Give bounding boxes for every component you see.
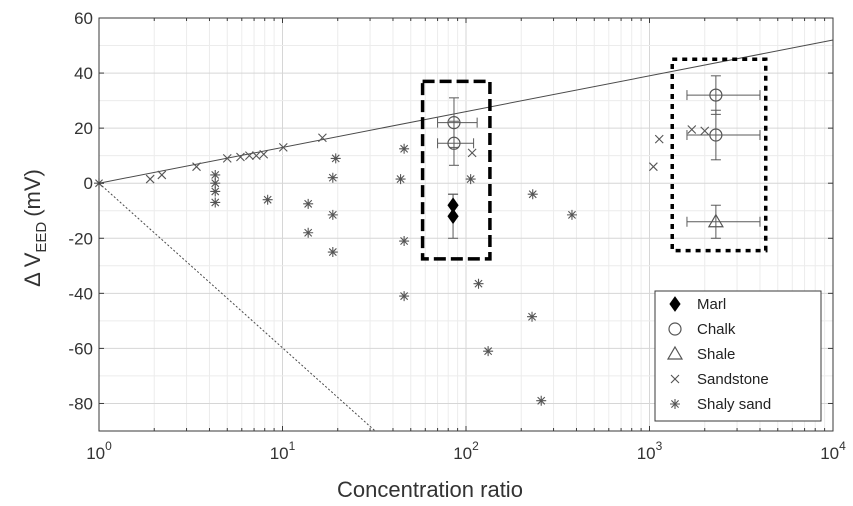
highlight-box-dashed — [420, 79, 492, 261]
y-axis-label-main: Δ V — [20, 252, 45, 287]
point-sandstone — [278, 143, 288, 152]
highlight-boxes — [420, 57, 768, 261]
point-shaly-sand — [303, 198, 314, 209]
highlight-box-dotted — [670, 57, 768, 253]
reference-line-dotted — [98, 182, 376, 432]
point-sandstone — [654, 134, 664, 144]
point-shaly-sand — [210, 169, 221, 180]
x-tick-exponent: 4 — [839, 439, 846, 453]
x-tick-exponent: 2 — [472, 439, 479, 453]
point-shaly-sand — [465, 174, 476, 185]
point-shaly-sand — [483, 346, 494, 357]
legend-label-marl: Marl — [697, 296, 726, 313]
reference-line-solid — [98, 39, 834, 184]
legend-marker-marl — [669, 296, 681, 312]
legend-label-sandstone: Sandstone — [697, 371, 769, 388]
point-shaly-sand — [399, 236, 410, 247]
point-sandstone — [157, 170, 167, 180]
y-tick-label: -60 — [68, 339, 93, 358]
x-tick-base: 10 — [453, 444, 472, 463]
x-tick-label: 100 — [86, 439, 112, 463]
x-tick-label: 101 — [270, 439, 296, 463]
x-tick-exponent: 0 — [105, 439, 112, 453]
point-chalk — [709, 128, 723, 142]
x-tick-base: 10 — [820, 444, 839, 463]
point-sandstone — [259, 149, 269, 159]
y-axis-label-subscript: EED — [33, 222, 50, 253]
y-axis-ticks: 60 40 20 0 -20 -40 -60 -80 — [68, 9, 833, 413]
y-tick-label: -80 — [68, 394, 93, 413]
legend-label-shaly-sand: Shaly sand — [697, 396, 771, 413]
x-tick-base: 10 — [86, 444, 105, 463]
y-axis-label: Δ VEED (mV) — [20, 169, 50, 287]
error-bars — [437, 75, 761, 239]
point-shaly-sand — [262, 194, 273, 205]
point-marl — [447, 208, 459, 225]
point-sandstone — [244, 151, 254, 161]
x-axis-ticks: 100 101 102 103 104 — [86, 18, 846, 463]
point-chalk — [447, 116, 461, 130]
point-shale — [707, 213, 724, 228]
x-tick-base: 10 — [270, 444, 289, 463]
y-axis-label-unit: (mV) — [20, 169, 45, 217]
legend-marker-shale — [666, 345, 684, 360]
legend-label-shale: Shale — [697, 346, 735, 363]
point-shaly-sand — [399, 291, 410, 302]
point-shaly-sand — [210, 178, 221, 189]
x-tick-base: 10 — [637, 444, 656, 463]
y-tick-label: 40 — [74, 64, 93, 83]
point-sandstone — [222, 154, 232, 163]
point-sandstone — [467, 148, 477, 158]
point-shaly-sand — [327, 172, 338, 183]
reference-lines — [98, 39, 834, 432]
point-shaly-sand — [395, 174, 406, 185]
point-shaly-sand — [330, 153, 341, 164]
point-shaly-sand — [527, 311, 538, 322]
y-tick-label: 0 — [84, 174, 93, 193]
point-sandstone — [648, 162, 658, 172]
point-sandstone — [192, 162, 201, 172]
legend-label-chalk: Chalk — [697, 321, 736, 338]
x-tick-exponent: 1 — [289, 439, 296, 453]
x-tick-exponent: 3 — [656, 439, 663, 453]
legend-marker-chalk — [668, 322, 682, 336]
x-tick-label: 104 — [820, 439, 846, 463]
point-shaly-sand — [303, 227, 314, 238]
point-sandstone — [251, 151, 261, 161]
point-sandstone — [145, 174, 155, 184]
point-shaly-sand — [473, 278, 484, 289]
x-tick-label: 102 — [453, 439, 479, 463]
point-sandstone — [236, 152, 245, 162]
point-sandstone — [700, 126, 710, 136]
point-chalk — [447, 136, 461, 150]
data-points — [94, 88, 724, 406]
x-tick-label: 103 — [637, 439, 663, 463]
point-sandstone — [687, 125, 697, 134]
point-chalk — [709, 88, 723, 102]
point-shaly-sand — [327, 247, 338, 258]
legend-marker-sandstone — [670, 374, 680, 384]
legend: Marl Chalk Shale Sandstone Shaly sand — [654, 290, 822, 422]
point-shaly-sand — [399, 143, 410, 154]
point-shaly-sand — [536, 395, 547, 406]
legend-box — [654, 290, 822, 422]
point-shaly-sand — [566, 209, 577, 220]
point-sandstone — [318, 133, 327, 143]
y-tick-label: -20 — [68, 229, 93, 248]
point-shaly-sand — [210, 186, 221, 197]
x-axis-label: Concentration ratio — [337, 477, 523, 502]
point-shaly-sand — [210, 197, 221, 208]
legend-marker-shaly-sand — [670, 399, 680, 409]
point-shaly-sand — [327, 209, 338, 220]
y-tick-label: 20 — [74, 119, 93, 138]
y-tick-label: 60 — [74, 9, 93, 28]
point-shaly-sand — [527, 189, 538, 200]
y-tick-label: -40 — [68, 284, 93, 303]
